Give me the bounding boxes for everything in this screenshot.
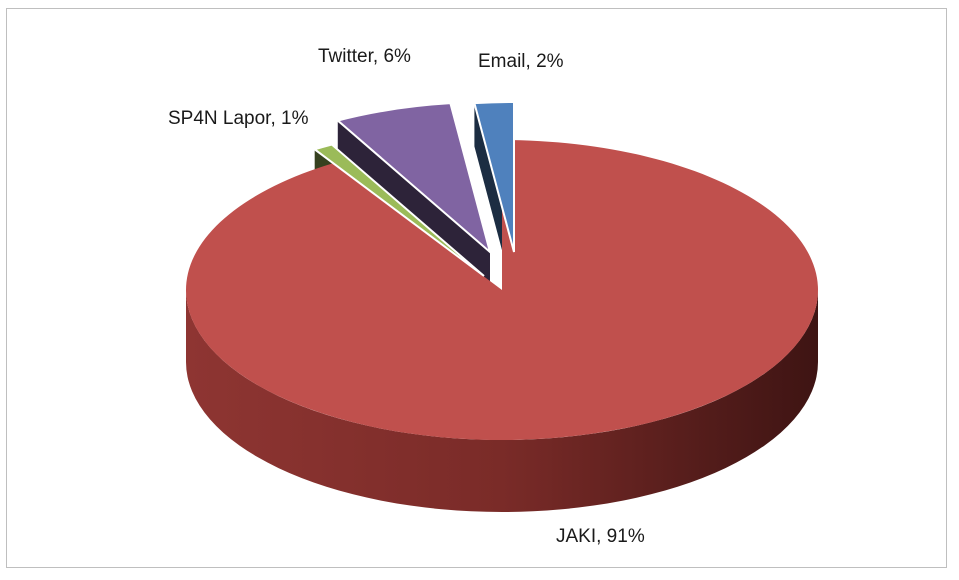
pie-slice-twitter bbox=[335, 102, 492, 255]
pie-side-jaki bbox=[186, 290, 818, 512]
slice-label-sp4n-lapor: SP4N Lapor, 1% bbox=[168, 108, 309, 129]
pie-slice-sp4n-lapor bbox=[312, 143, 485, 277]
pie-slice-email bbox=[473, 100, 515, 253]
pie-slice-jaki bbox=[185, 140, 819, 440]
slice-label-jaki: JAKI, 91% bbox=[556, 526, 645, 547]
slice-label-twitter: Twitter, 6% bbox=[318, 46, 411, 67]
slice-label-email: Email, 2% bbox=[478, 51, 564, 72]
